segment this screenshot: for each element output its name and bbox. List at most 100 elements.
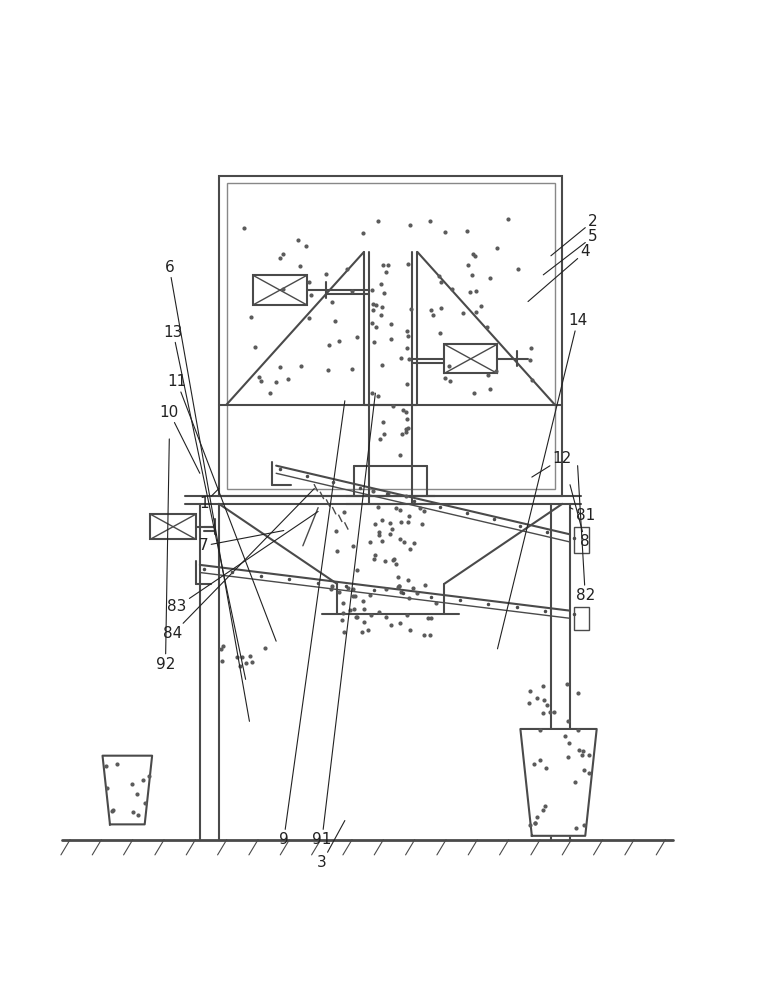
Bar (444, 344, 497, 373)
Point (401, 323, 413, 339)
Point (529, 815, 541, 831)
Point (380, 264, 392, 280)
Point (571, 722, 584, 738)
Point (524, 352, 536, 368)
Point (367, 296, 379, 312)
Text: 3: 3 (317, 821, 345, 870)
Text: 9: 9 (279, 401, 345, 847)
Point (366, 282, 378, 298)
Point (358, 601, 370, 617)
Point (341, 261, 353, 277)
Text: 14: 14 (497, 313, 588, 649)
Polygon shape (520, 729, 597, 836)
Point (407, 580, 419, 596)
Point (336, 612, 348, 628)
Text: 12: 12 (532, 451, 572, 477)
Point (578, 762, 590, 778)
Point (531, 809, 543, 825)
Point (132, 807, 144, 823)
Point (397, 402, 409, 418)
Point (401, 514, 414, 530)
Point (245, 309, 257, 325)
Point (526, 372, 538, 388)
Point (378, 426, 390, 442)
Point (274, 250, 286, 266)
Point (469, 248, 481, 264)
Point (385, 521, 398, 537)
Point (405, 301, 417, 317)
Point (401, 376, 413, 392)
Point (346, 283, 358, 299)
Point (528, 756, 540, 772)
Point (380, 581, 392, 597)
Point (569, 774, 581, 790)
Text: 4: 4 (528, 244, 590, 302)
Point (351, 609, 363, 625)
Point (544, 704, 556, 720)
Text: 11: 11 (167, 374, 277, 641)
Point (139, 795, 151, 811)
Point (548, 704, 560, 720)
Point (356, 624, 368, 640)
Point (375, 307, 387, 323)
Point (254, 373, 267, 389)
Point (236, 649, 248, 665)
Point (373, 604, 385, 620)
Point (365, 385, 378, 401)
Point (100, 758, 113, 774)
Point (373, 527, 385, 543)
Point (249, 339, 261, 355)
Point (385, 617, 398, 633)
Point (394, 502, 406, 518)
Point (534, 752, 546, 768)
Point (575, 747, 588, 763)
Point (394, 615, 407, 631)
Point (470, 283, 482, 299)
Text: 6: 6 (165, 260, 250, 721)
Point (240, 655, 252, 671)
Point (402, 420, 414, 436)
Point (573, 742, 585, 758)
Point (369, 319, 381, 335)
Point (375, 357, 388, 373)
Point (424, 610, 437, 626)
Point (385, 331, 398, 347)
Point (461, 223, 473, 239)
Point (376, 299, 388, 315)
Point (523, 695, 535, 711)
Point (370, 297, 382, 313)
Polygon shape (103, 756, 152, 824)
Point (234, 658, 247, 674)
Point (295, 358, 307, 374)
Point (338, 504, 350, 520)
Text: 2: 2 (551, 214, 597, 256)
Point (404, 622, 416, 638)
Point (570, 820, 582, 836)
Point (512, 261, 524, 277)
Bar (574, 607, 589, 630)
Point (482, 367, 494, 383)
Point (364, 534, 376, 550)
Point (387, 552, 399, 568)
Point (326, 578, 339, 594)
Point (362, 622, 374, 638)
Point (131, 786, 143, 802)
Point (416, 516, 428, 532)
Point (277, 246, 290, 262)
Point (380, 609, 392, 625)
Text: 81: 81 (570, 508, 595, 523)
Point (411, 585, 423, 601)
Text: 10: 10 (159, 405, 200, 473)
Point (277, 281, 290, 297)
Point (401, 340, 413, 356)
Point (385, 316, 398, 332)
Text: 7: 7 (199, 531, 283, 553)
Point (346, 538, 358, 554)
Text: 13: 13 (163, 325, 246, 679)
Point (215, 641, 228, 657)
Point (346, 588, 358, 604)
Point (533, 722, 545, 738)
Point (339, 624, 351, 640)
Point (403, 508, 415, 524)
Point (583, 747, 595, 763)
